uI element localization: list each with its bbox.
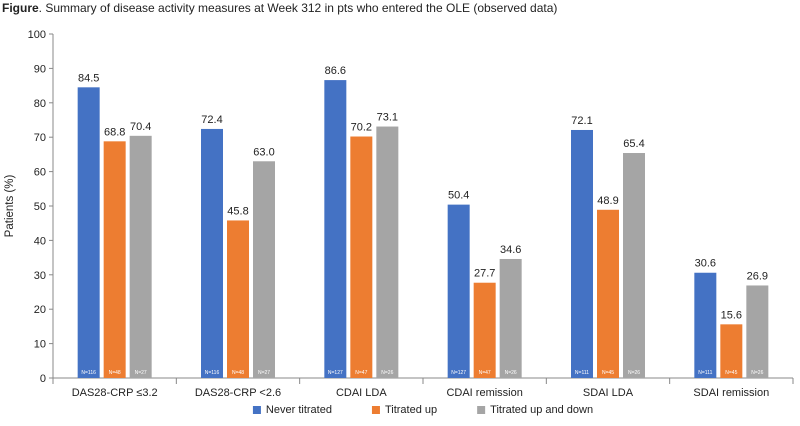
legend-label: Titrated up xyxy=(385,404,437,416)
bar-n-label: N=47 xyxy=(355,370,367,376)
bar-value-label: 15.6 xyxy=(721,309,742,321)
bar-value-label: 26.9 xyxy=(747,270,768,282)
bar xyxy=(376,126,399,378)
legend-label: Never titrated xyxy=(266,404,332,416)
bar-value-label: 50.4 xyxy=(448,190,469,202)
x-category-label: SDAI remission xyxy=(693,387,769,399)
legend-item: Titrated up xyxy=(371,404,437,416)
bar-value-label: 48.9 xyxy=(597,195,618,207)
x-category-label: CDAI LDA xyxy=(336,387,387,399)
bar xyxy=(571,129,593,378)
y-tick-label: 80 xyxy=(34,98,46,110)
bar-value-label: 65.4 xyxy=(623,138,644,150)
bar xyxy=(324,80,347,378)
bar-n-label: N=127 xyxy=(328,370,343,376)
bar-value-label: 70.2 xyxy=(351,122,372,134)
bar-n-label: N=116 xyxy=(205,370,220,376)
bar xyxy=(499,258,522,378)
x-category-label: SDAI LDA xyxy=(583,387,634,399)
bars xyxy=(77,80,769,378)
bar-value-label: 45.8 xyxy=(227,205,248,217)
bar-value-label: 70.4 xyxy=(130,121,151,133)
bar-value-label: 86.6 xyxy=(325,65,346,77)
bar-n-label: N=111 xyxy=(698,370,712,376)
legend-label: Titrated up and down xyxy=(490,404,593,416)
y-tick-label: 0 xyxy=(40,373,46,385)
axes: 0 10 20 30 40 50 60 70 80 90 100 Patients (%) xyxy=(4,29,794,385)
bar xyxy=(350,136,373,378)
bar-value-label: 72.1 xyxy=(571,115,592,127)
bar-value-label: 34.6 xyxy=(500,244,521,256)
legend-item: Titrated up and down xyxy=(477,404,593,416)
labels: 84.5 N=116 68.8 N=48 70.4 N=27 DAS28-CRP ≤3.2 7… xyxy=(72,65,770,399)
y-tick-label: 70 xyxy=(34,132,46,144)
bar-value-label: 73.1 xyxy=(377,112,398,124)
bar-n-label: N=48 xyxy=(232,370,244,376)
bar-n-label: N=47 xyxy=(479,370,491,376)
bar xyxy=(473,282,496,378)
bar-n-label: N=27 xyxy=(135,370,147,376)
bar-value-label: 30.6 xyxy=(695,258,716,270)
legend-swatch xyxy=(252,406,261,414)
legend: Never titrated Titrated up Titrated up and… xyxy=(252,404,593,416)
bar xyxy=(253,161,275,378)
y-tick-label: 20 xyxy=(34,304,46,316)
bar xyxy=(746,285,769,378)
figure-caption: Figure. Summary of disease activity meas… xyxy=(2,1,557,15)
y-tick-label: 30 xyxy=(34,270,46,282)
bar-n-label: N=27 xyxy=(258,370,270,376)
bar-n-label: N=26 xyxy=(505,370,517,376)
bar-n-label: N=45 xyxy=(602,370,614,376)
legend-swatch xyxy=(371,406,380,414)
bar-n-label: N=45 xyxy=(725,370,737,376)
bar-n-label: N=48 xyxy=(109,370,121,376)
bar xyxy=(227,220,249,378)
caption-prefix: Figure xyxy=(2,1,39,15)
y-tick-label: 100 xyxy=(28,29,46,41)
bar-value-label: 84.5 xyxy=(78,72,99,84)
x-category-label: DAS28-CRP ≤3.2 xyxy=(72,387,158,399)
x-category-label: CDAI remission xyxy=(446,387,522,399)
bar xyxy=(623,153,645,378)
bar-value-label: 72.4 xyxy=(201,114,222,126)
bar xyxy=(447,204,470,378)
legend-swatch xyxy=(477,406,486,414)
bar-value-label: 68.8 xyxy=(104,126,125,138)
bar-value-label: 27.7 xyxy=(474,268,495,280)
bar xyxy=(720,324,743,378)
y-tick-label: 40 xyxy=(34,235,46,247)
y-tick-label: 60 xyxy=(34,167,46,179)
bar xyxy=(694,272,717,378)
bar xyxy=(129,135,152,378)
y-tick-label: 50 xyxy=(34,201,46,213)
bar-n-label: N=26 xyxy=(628,370,640,376)
bar xyxy=(201,128,223,378)
bar xyxy=(103,141,126,378)
bar xyxy=(597,209,619,378)
bar-n-label: N=26 xyxy=(751,370,763,376)
bar-n-label: N=111 xyxy=(575,370,589,376)
bar-n-label: N=116 xyxy=(81,370,96,376)
legend-item: Never titrated xyxy=(252,404,332,416)
bar-n-label: N=26 xyxy=(381,370,393,376)
bar-n-label: N=127 xyxy=(451,370,466,376)
bar-value-label: 63.0 xyxy=(253,146,274,158)
y-tick-label: 10 xyxy=(34,339,46,351)
y-tick-label: 90 xyxy=(34,63,46,75)
bar xyxy=(77,87,100,378)
y-axis-title: Patients (%) xyxy=(4,175,16,238)
caption-text: . Summary of disease activity measures a… xyxy=(38,1,558,15)
x-category-label: DAS28-CRP <2.6 xyxy=(195,387,281,399)
